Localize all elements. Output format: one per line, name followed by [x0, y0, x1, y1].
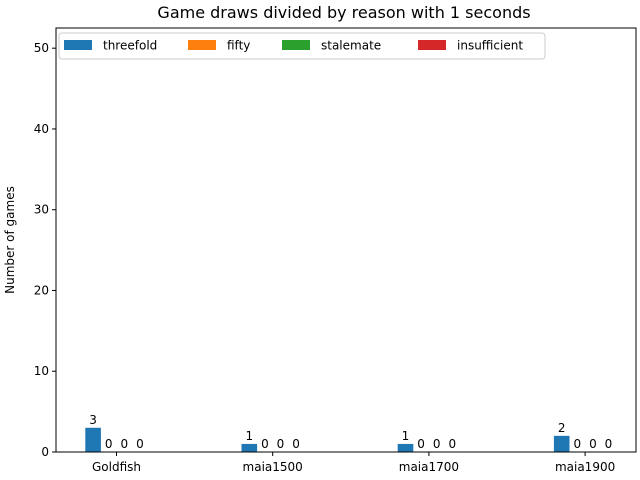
x-tick-label: maia1700	[399, 460, 459, 474]
legend-swatch-stalemate	[282, 40, 310, 50]
x-axis: Goldfish maia1500 maia1700 maia1900	[92, 452, 615, 474]
y-tick-label: 50	[34, 41, 49, 55]
data-label-insufficient-maia1500: 0	[292, 437, 300, 451]
x-tick-label: Goldfish	[92, 460, 141, 474]
data-label-threefold-maia1500: 1	[245, 429, 253, 443]
y-tick-label: 40	[34, 122, 49, 136]
data-label-stalemate-maia1700: 0	[433, 437, 441, 451]
bar-threefold-maia1500	[242, 444, 258, 452]
data-label-fifty-maia1900: 0	[573, 437, 581, 451]
data-label-insufficient-maia1700: 0	[448, 437, 456, 451]
data-label-stalemate-maia1500: 0	[277, 437, 285, 451]
y-axis-label: Number of games	[3, 186, 17, 294]
legend-label-threefold: threefold	[103, 39, 157, 53]
data-label-insufficient-Goldfish: 0	[136, 437, 144, 451]
data-label-stalemate-maia1900: 0	[589, 437, 597, 451]
data-label-threefold-maia1900: 2	[558, 421, 566, 435]
data-label-fifty-Goldfish: 0	[105, 437, 113, 451]
bar-threefold-Goldfish	[85, 428, 101, 452]
data-label-threefold-maia1700: 1	[402, 429, 410, 443]
data-labels: 30 0 010 0 010 0 020 0 0	[89, 413, 612, 451]
y-tick-label: 10	[34, 364, 49, 378]
data-label-stalemate-Goldfish: 0	[120, 437, 128, 451]
data-label-threefold-Goldfish: 3	[89, 413, 97, 427]
legend-label-stalemate: stalemate	[321, 39, 381, 53]
data-label-fifty-maia1700: 0	[417, 437, 425, 451]
legend-swatch-threefold	[64, 40, 92, 50]
y-tick-label: 30	[34, 203, 49, 217]
legend-swatch-insufficient	[418, 40, 446, 50]
chart-title: Game draws divided by reason with 1 seco…	[157, 3, 530, 22]
bar-threefold-maia1700	[398, 444, 414, 452]
data-label-insufficient-maia1900: 0	[605, 437, 613, 451]
legend-label-fifty: fifty	[227, 39, 250, 53]
y-axis: 0 10 20 30 40 50	[34, 41, 56, 459]
y-tick-label: 0	[41, 445, 49, 459]
legend-swatch-fifty	[188, 40, 216, 50]
legend: threefold fifty stalemate insufficient	[59, 33, 545, 59]
plot-frame	[56, 28, 636, 452]
y-tick-label: 20	[34, 283, 49, 297]
bar-threefold-maia1900	[554, 436, 570, 452]
legend-label-insufficient: insufficient	[457, 39, 523, 53]
x-tick-label: maia1900	[555, 460, 615, 474]
x-tick-label: maia1500	[243, 460, 303, 474]
bars	[85, 428, 569, 452]
data-label-fifty-maia1500: 0	[261, 437, 269, 451]
